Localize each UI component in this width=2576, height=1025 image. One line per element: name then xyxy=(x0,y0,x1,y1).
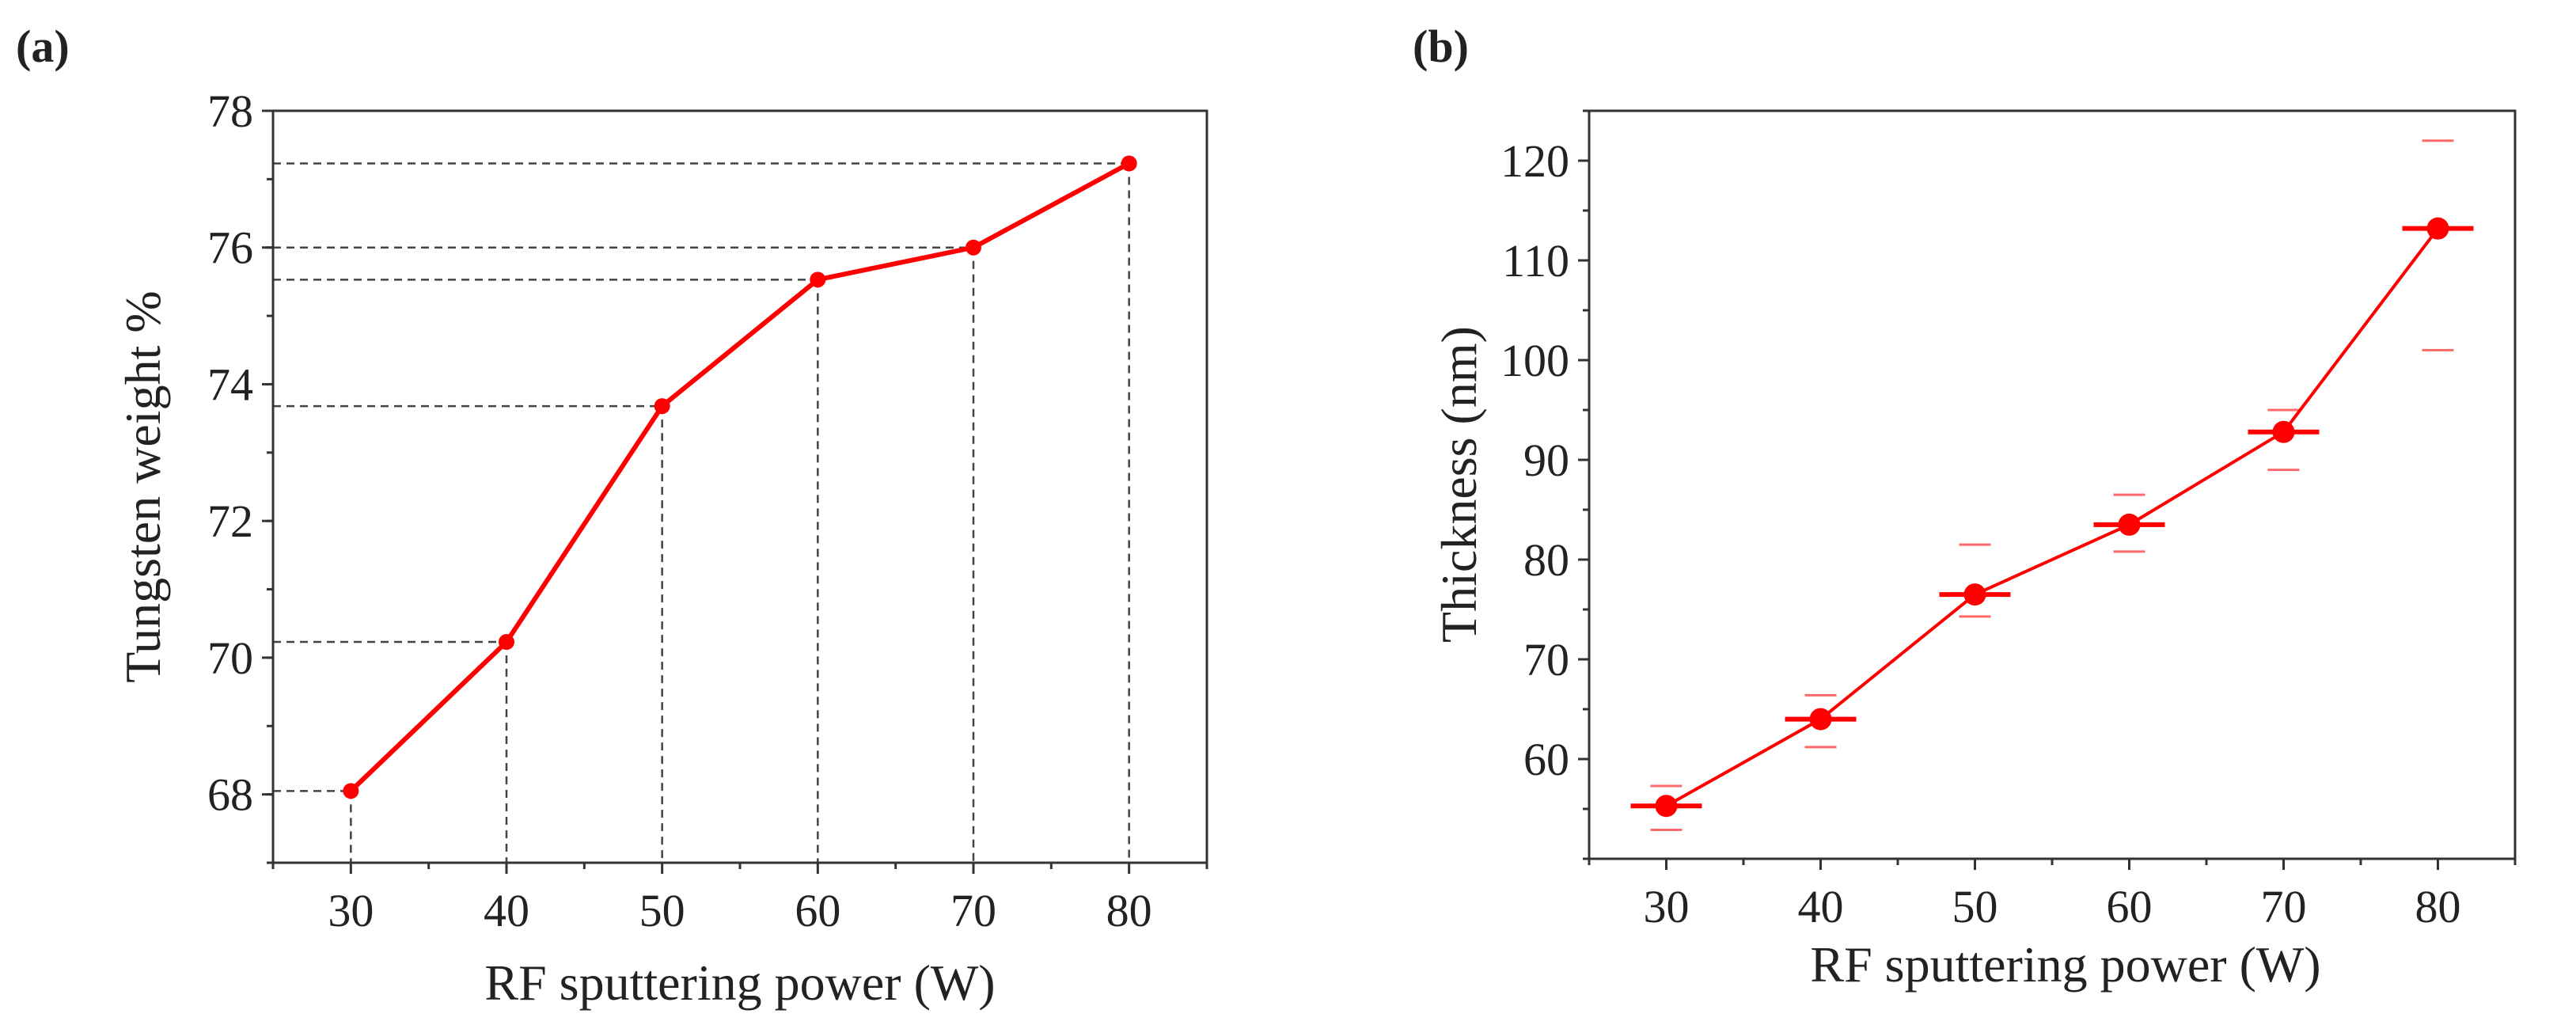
a-x-tick-label: 80 xyxy=(1106,885,1152,936)
a-x-tick-label: 60 xyxy=(795,885,840,936)
panel-a-series xyxy=(343,155,1137,799)
a-y-tick-label: 72 xyxy=(207,495,253,547)
b-data-point xyxy=(1963,583,1986,606)
a-data-point xyxy=(966,239,981,256)
a-series-line xyxy=(349,161,1131,793)
panel-b-x-axis-title: RF sputtering power (W) xyxy=(1810,936,2320,993)
panel-a-y-ticks: 68 70 72 74 76 78 xyxy=(207,85,273,864)
b-data-point xyxy=(1655,795,1678,818)
panel-b-series xyxy=(1630,139,2474,831)
a-data-point xyxy=(343,783,359,799)
b-x-tick-label: 80 xyxy=(2415,881,2461,932)
panel-a-x-ticks: 30 40 50 60 70 80 xyxy=(271,863,1208,936)
b-y-tick-label: 70 xyxy=(1523,634,1569,685)
a-data-point xyxy=(810,271,826,288)
panel-a-y-axis-title: Tungsten weight % xyxy=(115,290,171,682)
panel-b-x-ticks: 30 40 50 60 70 80 xyxy=(1588,859,2517,932)
b-y-tick-label: 60 xyxy=(1523,734,1569,785)
a-x-tick-label: 40 xyxy=(484,885,529,936)
b-x-tick-label: 40 xyxy=(1798,881,1844,932)
b-data-point xyxy=(2118,513,2141,536)
b-data-point xyxy=(2272,420,2295,443)
a-x-tick-label: 70 xyxy=(950,885,996,936)
b-data-point xyxy=(2426,217,2449,240)
b-y-tick-label: 120 xyxy=(1500,135,1569,187)
a-x-tick-label: 50 xyxy=(639,885,685,936)
panel-b-label: (b) xyxy=(1413,21,1469,72)
b-data-point xyxy=(1809,708,1832,731)
b-y-tick-label: 110 xyxy=(1502,235,1569,287)
a-data-point xyxy=(499,634,514,651)
a-y-tick-label: 76 xyxy=(207,222,253,274)
a-x-tick-label: 30 xyxy=(328,885,374,936)
a-y-tick-label: 68 xyxy=(207,769,253,821)
b-y-tick-label: 100 xyxy=(1500,335,1569,386)
b-x-tick-label: 70 xyxy=(2261,881,2307,932)
b-series-line xyxy=(1665,227,2440,807)
b-y-tick-label: 90 xyxy=(1523,435,1569,486)
panel-a-reference-lines xyxy=(273,162,1130,863)
panel-b: (b) 30 40 50 60 70 80 60 70 80 90 100 110 120 RF sp… xyxy=(1413,21,2517,993)
panel-b-y-ticks: 60 70 80 90 100 110 120 xyxy=(1500,109,1589,860)
a-data-point xyxy=(654,398,670,415)
a-data-point xyxy=(1121,155,1137,172)
panel-b-plot-frame xyxy=(1588,109,2517,860)
panel-a: (a) 30 40 50 60 70 80 68 70 72 74 76 78 RF sputter… xyxy=(16,21,1208,1011)
panel-a-plot-frame xyxy=(271,109,1208,864)
a-y-tick-label: 70 xyxy=(207,632,253,684)
panel-b-y-axis-title: Thickness (nm) xyxy=(1431,326,1487,643)
b-x-tick-label: 30 xyxy=(1644,881,1690,932)
b-x-tick-label: 60 xyxy=(2107,881,2153,932)
a-y-tick-label: 78 xyxy=(207,85,253,137)
b-y-tick-label: 80 xyxy=(1523,534,1569,586)
a-y-tick-label: 74 xyxy=(207,359,253,410)
panel-a-label: (a) xyxy=(16,21,70,72)
b-x-tick-label: 50 xyxy=(1952,881,1998,932)
panel-a-x-axis-title: RF sputtering power (W) xyxy=(484,955,995,1011)
